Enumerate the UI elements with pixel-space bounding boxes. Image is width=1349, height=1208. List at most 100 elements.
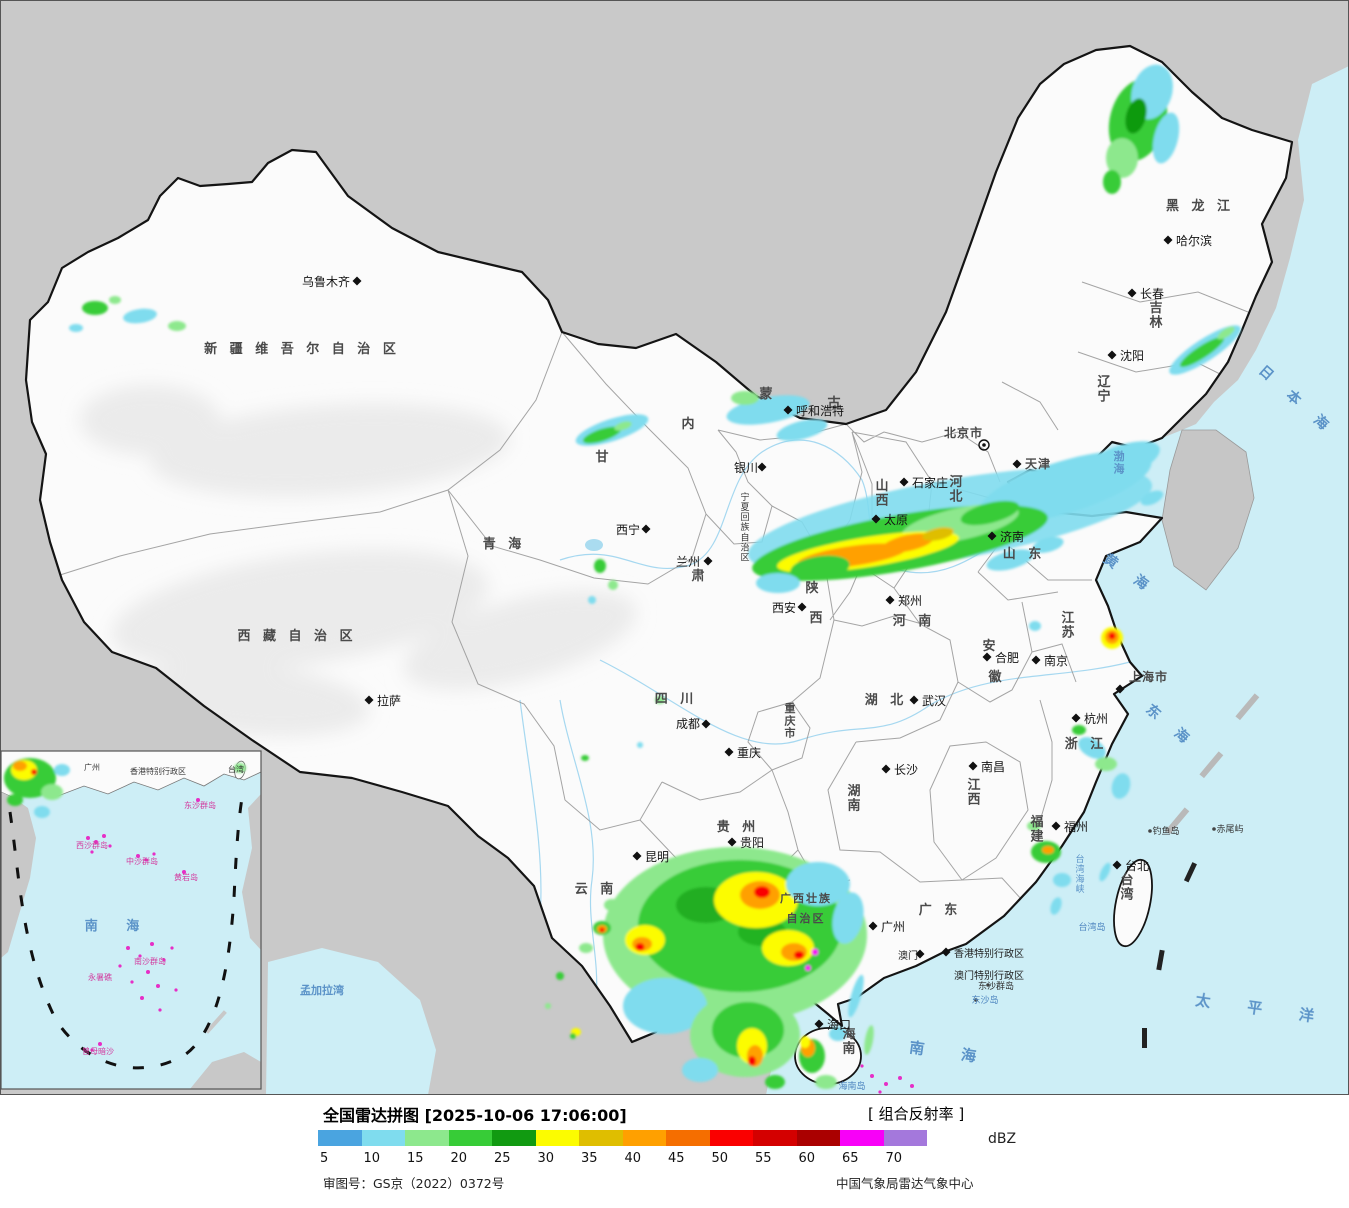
map-label: 重庆市 (784, 701, 798, 740)
island-dot-icon (1212, 827, 1216, 831)
scale-cell-70 (883, 1130, 927, 1146)
radar-echo (832, 892, 864, 944)
city-marker-icon (915, 949, 925, 959)
map-label: 湖 北 (865, 693, 908, 708)
map-label: 自治区 (787, 911, 826, 925)
radar-echo (1108, 632, 1116, 640)
map-label: 山西 (875, 478, 892, 509)
radar-echo (1099, 862, 1111, 882)
radar-echo (748, 1056, 756, 1066)
scale-cell-10 (361, 1130, 405, 1146)
radar-echo (234, 763, 246, 773)
city-marker-icon (724, 747, 734, 757)
approval-number: 审图号：GS京（2022）0372号 (323, 1176, 505, 1191)
page-title: 全国雷达拼图 [2025-10-06 17:06:00] (323, 1106, 627, 1125)
radar-echo (815, 1075, 837, 1089)
rivers (519, 439, 1131, 1001)
city-marker-icon (701, 719, 711, 729)
radar-echo (1103, 170, 1121, 194)
radar-echo (960, 500, 1020, 526)
radar-echo (637, 742, 643, 748)
scale-cell-35 (579, 1130, 623, 1146)
map-label: 曾母暗沙 (82, 1046, 114, 1056)
radar-echo (1050, 897, 1062, 915)
radar-echo (811, 948, 819, 956)
city-marker-icon (814, 1019, 824, 1029)
city-marker-icon (871, 514, 881, 524)
city-marker-icon (1112, 860, 1122, 870)
map-label: 台湾海峡 (1075, 853, 1084, 895)
radar-echo (7, 794, 23, 806)
island-dot-icon (974, 998, 978, 1002)
ryukyu-island-chain (1165, 693, 1260, 835)
map-label: 四 川 (655, 692, 698, 707)
city-marker-icon (641, 524, 651, 534)
city-marker-icon (1051, 821, 1061, 831)
radar-echo (790, 555, 850, 581)
map-label: 香港特别行政区 (130, 766, 186, 776)
radar-echo (1095, 757, 1117, 771)
map-label: 合肥 (995, 650, 1019, 665)
map-label: 兰州 (676, 555, 700, 569)
map-label: 西宁 (616, 522, 640, 537)
city-marker-icon (703, 556, 713, 566)
radar-echo (986, 549, 1034, 571)
map-label: 江苏 (1061, 610, 1078, 641)
scale-tick: 15 (407, 1151, 424, 1166)
city-marker-icon (352, 276, 362, 286)
radar-echo (582, 426, 622, 444)
radar-echo (82, 301, 108, 315)
radar-echo (1042, 846, 1054, 854)
map-label: 安 (982, 638, 999, 654)
map-label: 南 海 (85, 918, 152, 934)
scale-tick: 10 (363, 1151, 381, 1166)
map-label: 银川 (734, 461, 758, 475)
map-label: 中沙群岛 (126, 856, 158, 866)
radar-echo (1125, 98, 1147, 134)
map-label: 乌鲁木齐 (302, 274, 350, 289)
city-marker-icon (1115, 684, 1125, 694)
city-marker-icon (727, 837, 737, 847)
map-label: 澳门特别行政区 (954, 969, 1024, 982)
scale-cell-15 (405, 1130, 449, 1146)
radar-echo (682, 1058, 718, 1082)
radar-echo (922, 527, 954, 541)
radar-echo (41, 784, 63, 800)
scale-cell-5 (318, 1130, 362, 1146)
map-label: 南沙群岛 (134, 956, 166, 966)
map-label: 江西 (967, 777, 984, 808)
scale-tick: 25 (494, 1151, 511, 1166)
map-label: 内 (681, 416, 698, 432)
scale-tick: 30 (537, 1151, 555, 1166)
map-label: 陕 (805, 580, 822, 596)
city-marker-icon (987, 531, 997, 541)
inset-island-markers (86, 798, 200, 1052)
map-label: 吉林 (1149, 301, 1166, 331)
map-label: 澳门 (898, 949, 918, 962)
scale-cell-20 (448, 1130, 492, 1146)
map-label: 广州 (84, 762, 100, 772)
radar-echo (545, 1003, 551, 1009)
unit-label: dBZ (988, 1131, 1017, 1147)
radar-echo (1152, 112, 1180, 164)
map-label: 钓鱼岛 (1152, 825, 1179, 837)
radar-echo-layer (69, 64, 1241, 1089)
map-label: 台湾 (228, 764, 244, 774)
island-dot-icon (986, 983, 990, 987)
radar-echo (588, 596, 596, 604)
radar-echo (829, 1027, 847, 1041)
radar-echo (635, 943, 645, 951)
radar-echo (599, 927, 605, 933)
island-dot-icon (1148, 829, 1152, 833)
radar-echo (794, 951, 804, 959)
radar-echo (1217, 326, 1235, 340)
city-marker-icon (881, 764, 891, 774)
source-label: 中国气象局雷达气象中心 (836, 1176, 974, 1191)
scale-cell-65 (840, 1130, 884, 1146)
radar-echo (1179, 336, 1225, 368)
map-label: 香港特别行政区 (954, 947, 1024, 960)
scale-tick: 70 (885, 1151, 903, 1166)
map-label: 贵阳 (740, 836, 764, 850)
